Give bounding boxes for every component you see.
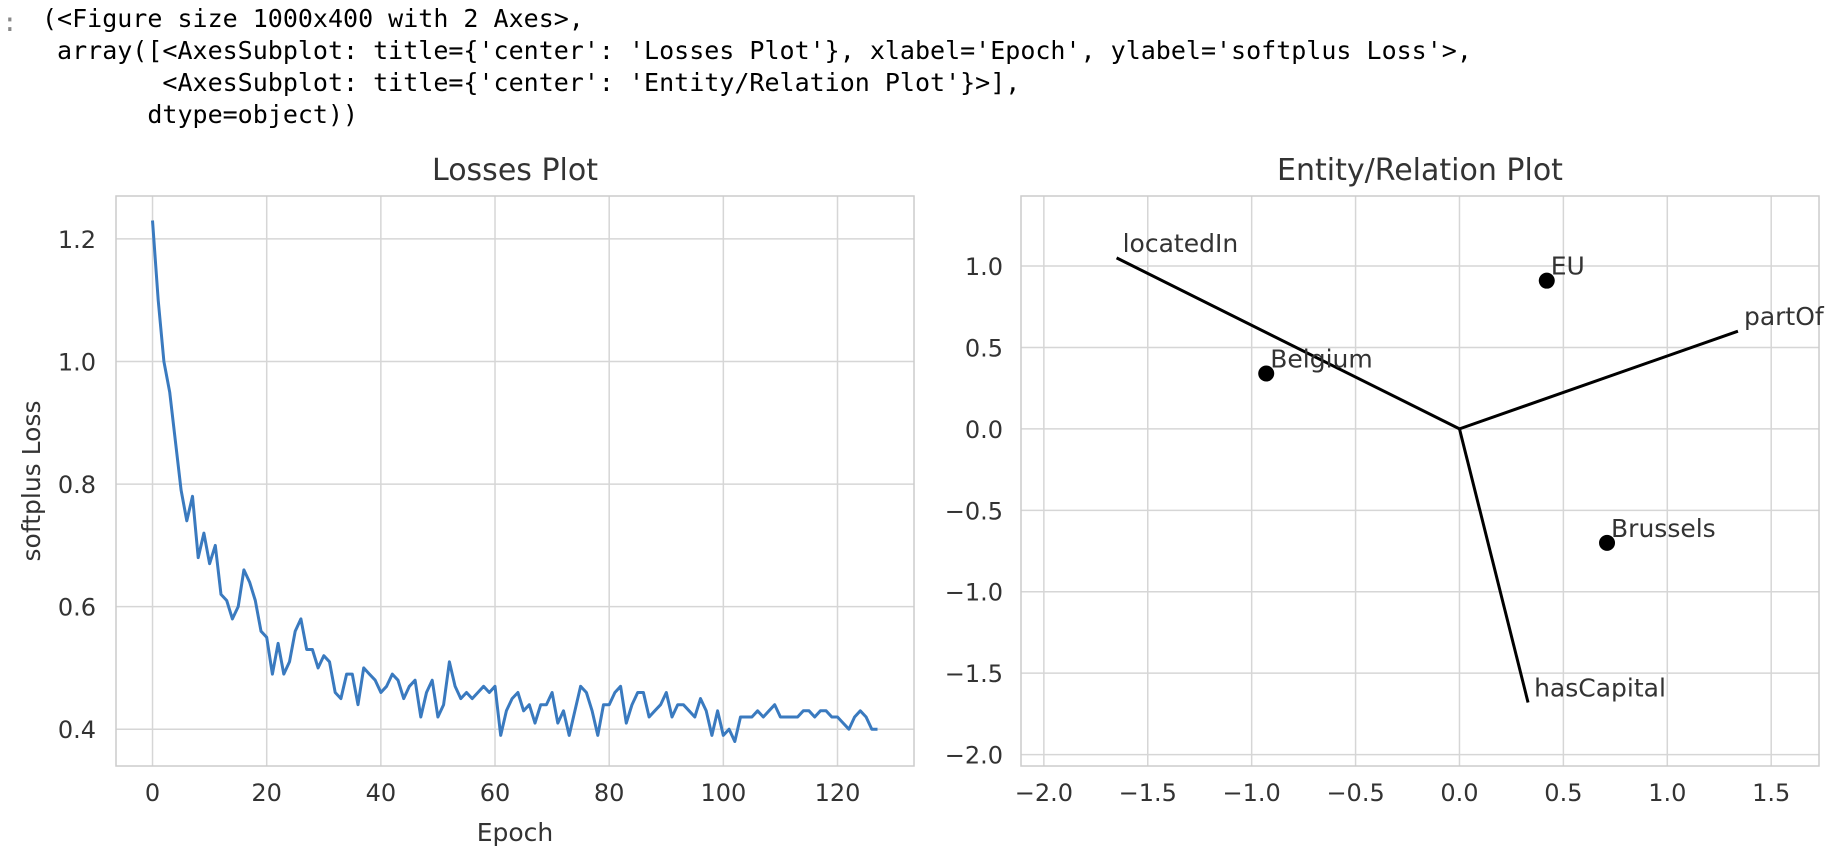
entity-relation-plot-background: [1021, 196, 1819, 766]
repr-line: array([<AxesSubplot: title={'center': 'L…: [42, 36, 1472, 65]
relation-label: partOf: [1744, 302, 1825, 331]
losses-plot-y-ticks: 0.4 0.6 0.8 1.0 1.2: [58, 226, 96, 744]
relation-vectors: locatedIn partOf hasCapital: [1115, 229, 1825, 703]
entity-point: [1538, 272, 1555, 289]
entity-relation-plot: −2.0 −1.5 −1.0 −0.5 0.0 0.5 1.0 1.5 −2.0 −1.5 −1.…: [945, 153, 1825, 807]
entity-relation-plot-x-tick-label: −2.0: [1015, 779, 1073, 807]
repr-line: dtype=object)): [42, 100, 359, 129]
entity-relation-plot-y-tick-label: −1.0: [945, 579, 1003, 607]
losses-plot-x-tick-label: 20: [251, 779, 282, 807]
entity-relation-plot-y-ticks: −2.0 −1.5 −1.0 −0.5 0.0 0.5 1.0: [945, 253, 1003, 770]
entity-point: [1599, 534, 1616, 551]
losses-plot-y-tick-label: 0.6: [58, 594, 96, 622]
losses-plot-x-ticks: 0 20 40 60 80 100 120: [145, 779, 861, 807]
losses-plot: 0 20 40 60 80 100 120 0.4 0.6 0.8 1.0 1.2 Losses P…: [17, 153, 915, 846]
losses-plot-y-tick-label: 1.2: [58, 226, 96, 254]
losses-plot-x-tick-label: 0: [145, 779, 160, 807]
entity-relation-plot-grid: [1021, 196, 1819, 766]
entity-relation-plot-title: Entity/Relation Plot: [1277, 153, 1563, 188]
output-prompt: :: [2, 8, 18, 38]
entity-points: EU Belgium Brussels: [1258, 252, 1716, 551]
entity-relation-plot-y-tick-label: −0.5: [945, 497, 1003, 525]
losses-plot-y-tick-label: 0.8: [58, 471, 96, 499]
losses-plot-xlabel: Epoch: [477, 818, 554, 846]
repr-line: <AxesSubplot: title={'center': 'Entity/R…: [42, 68, 1021, 97]
entity-label: EU: [1551, 252, 1585, 281]
entity-relation-plot-x-tick-label: −0.5: [1326, 779, 1384, 807]
entity-relation-plot-x-ticks: −2.0 −1.5 −1.0 −0.5 0.0 0.5 1.0 1.5: [1015, 779, 1791, 807]
repr-line: (<Figure size 1000x400 with 2 Axes>,: [42, 4, 584, 33]
entity-relation-plot-x-tick-label: −1.0: [1223, 779, 1281, 807]
relation-vector: [1458, 329, 1739, 431]
losses-plot-title: Losses Plot: [432, 153, 598, 188]
relation-label: locatedIn: [1123, 229, 1239, 258]
relation-label: hasCapital: [1534, 673, 1666, 702]
relation-vector: [1458, 428, 1530, 703]
entity-relation-plot-y-tick-label: 0.5: [965, 334, 1003, 362]
entity-label: Brussels: [1611, 514, 1716, 543]
entity-relation-plot-x-tick-label: 1.5: [1752, 779, 1790, 807]
entity-relation-plot-x-tick-label: 0.0: [1440, 779, 1478, 807]
entity-label: Belgium: [1270, 345, 1373, 374]
entity-relation-plot-x-tick-label: −1.5: [1119, 779, 1177, 807]
entity-relation-plot-y-tick-label: 0.0: [965, 416, 1003, 444]
losses-plot-y-tick-label: 0.4: [58, 716, 96, 744]
losses-plot-grid: [116, 196, 914, 766]
entity-point: [1258, 365, 1275, 382]
entity-relation-plot-frame: [1020, 195, 1820, 767]
entity-relation-plot-y-tick-label: 1.0: [965, 253, 1003, 281]
losses-plot-x-tick-label: 40: [366, 779, 397, 807]
losses-plot-background: [116, 196, 914, 766]
losses-plot-x-tick-label: 60: [480, 779, 511, 807]
losses-plot-x-tick-label: 120: [815, 779, 861, 807]
entity-relation-plot-x-tick-label: 1.0: [1648, 779, 1686, 807]
entity-relation-plot-y-tick-label: −1.5: [945, 660, 1003, 688]
losses-plot-frame: [115, 195, 915, 767]
losses-plot-x-tick-label: 80: [594, 779, 625, 807]
losses-plot-ylabel: softplus Loss: [17, 401, 46, 562]
entity-relation-plot-x-tick-label: 0.5: [1544, 779, 1582, 807]
notebook-output: : (<Figure size 1000x400 with 2 Axes>, a…: [0, 0, 1830, 140]
entity-relation-plot-y-tick-label: −2.0: [945, 742, 1003, 770]
losses-plot-y-tick-label: 1.0: [58, 348, 96, 376]
relation-vector: [1115, 256, 1461, 431]
losses-plot-x-tick-label: 100: [700, 779, 746, 807]
loss-series-line: [151, 220, 878, 743]
